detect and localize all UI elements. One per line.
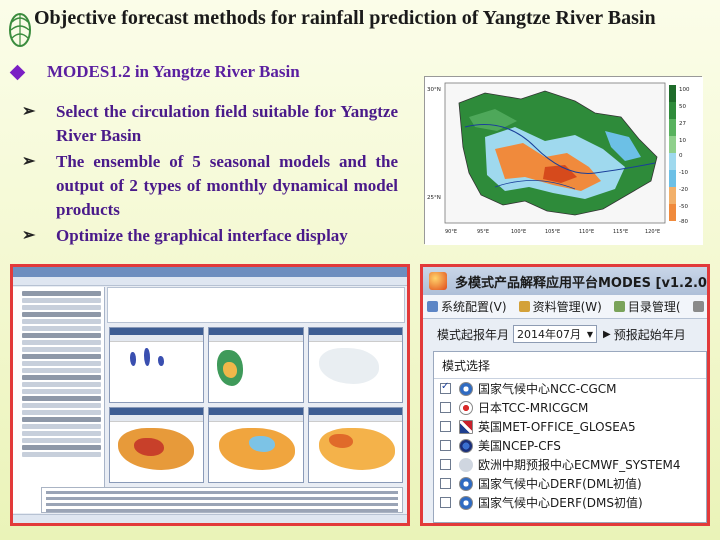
folder-icon — [613, 301, 625, 312]
forecast-start-label: 预报起始年月 — [613, 327, 686, 342]
app-icon — [429, 272, 447, 290]
model-option[interactable]: 日本TCC-MRICGCM — [434, 398, 706, 417]
window-menubar — [13, 277, 407, 286]
lon-label: 105°E — [545, 229, 560, 235]
slide-subtitle: MODES1.2 in Yangtze River Basin — [47, 62, 300, 81]
menu-system-config[interactable]: 系统配置(V) — [427, 298, 507, 315]
result-panel — [208, 327, 304, 403]
options-panel — [107, 287, 405, 323]
subtitle-row: MODES1.2 in Yangtze River Basin — [9, 62, 300, 82]
ecmwf-logo-icon — [459, 457, 473, 472]
colorbar-tick: 10 — [679, 138, 686, 144]
result-panel — [109, 327, 205, 403]
colorbar-tick: -20 — [679, 187, 688, 193]
triangle-right-icon: ▶ — [603, 328, 611, 340]
bullet-item: ➢ Optimize the graphical interface displ… — [22, 224, 398, 248]
model-option[interactable]: 国家气候中心DERF(DMS初值) — [434, 493, 706, 512]
chevron-down-icon: ▼ — [586, 329, 594, 339]
ncc-logo-icon — [459, 381, 473, 396]
database-icon — [518, 301, 530, 312]
model-option[interactable]: 欧洲中期预报中心ECMWF_SYSTEM4 — [434, 455, 706, 474]
lon-label: 120°E — [645, 229, 660, 235]
lon-label: 100°E — [511, 229, 526, 235]
uk-flag-icon — [459, 419, 473, 434]
window-titlebar — [13, 267, 407, 277]
lon-label: 115°E — [613, 229, 628, 235]
diamond-bullet-icon — [9, 64, 26, 80]
app-title: 多模式产品解释应用平台MODES [v1.2.0 bui — [455, 275, 710, 291]
menu-directory-management[interactable]: 目录管理( — [613, 298, 681, 315]
result-panel — [109, 407, 205, 483]
lat-label: 25°N — [427, 195, 441, 201]
log-console — [41, 487, 403, 513]
slide-title: Objective forecast methods for rainfall … — [34, 7, 656, 29]
start-month-label: 模式起报年月 — [437, 327, 510, 342]
bullet-item: ➢ Select the circulation field suitable … — [22, 100, 398, 148]
colorbar-tick: 50 — [679, 104, 686, 110]
model-checkbox[interactable] — [440, 478, 451, 489]
result-panel — [307, 407, 403, 483]
app-menubar: 系统配置(V) 资料管理(W) 目录管理( 窗口 — [423, 295, 707, 319]
start-month-select[interactable]: 2014年07月 ▼ — [513, 325, 598, 343]
status-bar — [13, 514, 407, 523]
app-titlebar: 多模式产品解释应用平台MODES [v1.2.0 bui — [423, 267, 707, 295]
lon-label: 95°E — [477, 229, 489, 235]
noaa-logo-icon — [459, 438, 473, 453]
cma-logo-icon — [9, 13, 31, 47]
lon-label: 110°E — [579, 229, 594, 235]
map-colorbar — [669, 85, 676, 221]
bullet-item: ➢ The ensemble of 5 seasonal models and … — [22, 150, 398, 222]
result-panel — [307, 327, 403, 403]
japan-flag-icon — [459, 400, 473, 415]
modes-app-screenshot: 多模式产品解释应用平台MODES [v1.2.0 bui 系统配置(V) 资料管… — [420, 264, 710, 526]
colorbar-tick: 100 — [679, 87, 690, 93]
model-checkbox[interactable] — [440, 421, 451, 432]
menu-window[interactable]: 窗口 — [692, 298, 707, 315]
colorbar-tick: 0 — [679, 153, 683, 159]
model-checkbox[interactable] — [440, 381, 451, 394]
software-overview-screenshot — [10, 264, 410, 526]
colorbar-tick: -50 — [679, 204, 688, 210]
model-selection-header: 模式选择 — [434, 352, 706, 379]
lat-label: 30°N — [427, 87, 441, 93]
arrow-bullet-icon: ➢ — [22, 103, 36, 120]
rainfall-anomaly-map: 100 50 27 10 0 -10 -20 -50 -80 30°N 25°N… — [424, 76, 703, 245]
result-panel — [208, 407, 304, 483]
model-selection-group: 模式选择 国家气候中心NCC-CGCM 日本TCC-MRICGCM 英国MET-… — [433, 351, 707, 523]
settings-icon — [427, 301, 438, 312]
date-selector-row: 模式起报年月 2014年07月 ▼ ▶ 预报起始年月 — [423, 319, 707, 349]
ncc-logo-icon — [459, 476, 473, 491]
model-option[interactable]: 英国MET-OFFICE_GLOSEA5 — [434, 417, 706, 436]
colorbar-tick: -80 — [679, 219, 688, 225]
model-checkbox[interactable] — [440, 497, 451, 508]
model-option[interactable]: 国家气候中心DERF(DML初值) — [434, 474, 706, 493]
colorbar-tick: -10 — [679, 170, 688, 176]
result-panels — [109, 327, 403, 483]
lon-label: 90°E — [445, 229, 457, 235]
model-option[interactable]: 国家气候中心NCC-CGCM — [434, 379, 706, 398]
model-checkbox[interactable] — [440, 440, 451, 451]
menu-data-management[interactable]: 资料管理(W) — [518, 298, 602, 315]
colorbar-tick: 27 — [679, 121, 686, 127]
window-icon — [692, 301, 704, 312]
model-checkbox[interactable] — [440, 402, 451, 413]
arrow-bullet-icon: ➢ — [22, 227, 36, 244]
ncc-logo-icon — [459, 495, 473, 510]
arrow-bullet-icon: ➢ — [22, 153, 36, 170]
tree-panel — [13, 287, 105, 513]
bullet-list: ➢ Select the circulation field suitable … — [22, 100, 398, 250]
model-option[interactable]: 美国NCEP-CFS — [434, 436, 706, 455]
model-checkbox[interactable] — [440, 459, 451, 470]
